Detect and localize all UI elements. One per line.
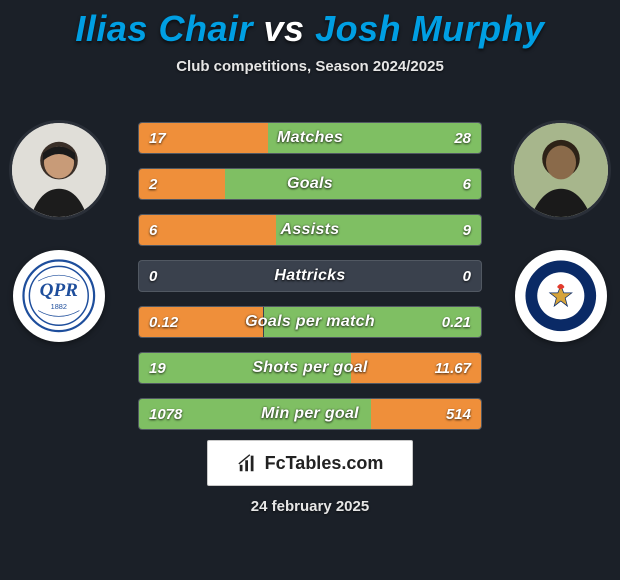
brand-label: FcTables.com: [265, 453, 384, 474]
stat-row: 1728Matches: [138, 122, 482, 154]
bar-left-fill: [139, 307, 263, 337]
date-label: 24 february 2025: [0, 498, 620, 515]
bar-right-fill: [276, 215, 481, 245]
page-title: Ilias Chair vs Josh Murphy: [0, 0, 620, 50]
svg-text:QPR: QPR: [40, 280, 78, 301]
bar-left-fill: [139, 169, 225, 199]
subtitle: Club competitions, Season 2024/2025: [0, 58, 620, 75]
avatar-placeholder-icon: [514, 123, 608, 217]
stat-row: 0 0Hattricks: [138, 260, 482, 292]
bar-right-fill: [264, 307, 482, 337]
bar-left-fill: [139, 353, 351, 383]
player-right-name: Josh Murphy: [315, 8, 545, 49]
bar-left-fill: [139, 123, 268, 153]
right-column: [506, 120, 616, 342]
crest-right-icon: [524, 259, 598, 333]
club-left-crest: QPR 1882: [13, 250, 105, 342]
player-left-name: Ilias Chair: [75, 8, 253, 49]
stat-value-left: 0: [149, 261, 157, 291]
bar-left-fill: [139, 215, 276, 245]
stat-bars: 1728Matches 26Goals 69Assists 0 0Hattricks 0.…: [138, 122, 482, 430]
player-left-avatar: [9, 120, 109, 220]
svg-text:1882: 1882: [51, 302, 67, 311]
bar-right-fill: [225, 169, 482, 199]
club-right-crest: [515, 250, 607, 342]
stat-row: 1078514Min per goal: [138, 398, 482, 430]
left-column: QPR 1882: [4, 120, 114, 342]
stat-row: 1911.67Shots per goal: [138, 352, 482, 384]
bar-right-fill: [371, 399, 481, 429]
brand-box: FcTables.com: [207, 440, 413, 486]
bar-right-fill: [351, 353, 481, 383]
title-vs: vs: [264, 8, 305, 49]
player-right-avatar: [511, 120, 611, 220]
bar-left-fill: [139, 399, 371, 429]
stat-label: Hattricks: [139, 261, 481, 291]
stat-row: 26Goals: [138, 168, 482, 200]
stat-row: 69Assists: [138, 214, 482, 246]
bar-right-fill: [268, 123, 481, 153]
stat-value-right: 0: [463, 261, 471, 291]
brand-chart-icon: [237, 452, 259, 474]
avatar-placeholder-icon: [12, 123, 106, 217]
stat-row: 0.120.21Goals per match: [138, 306, 482, 338]
crest-left-icon: QPR 1882: [22, 259, 96, 333]
